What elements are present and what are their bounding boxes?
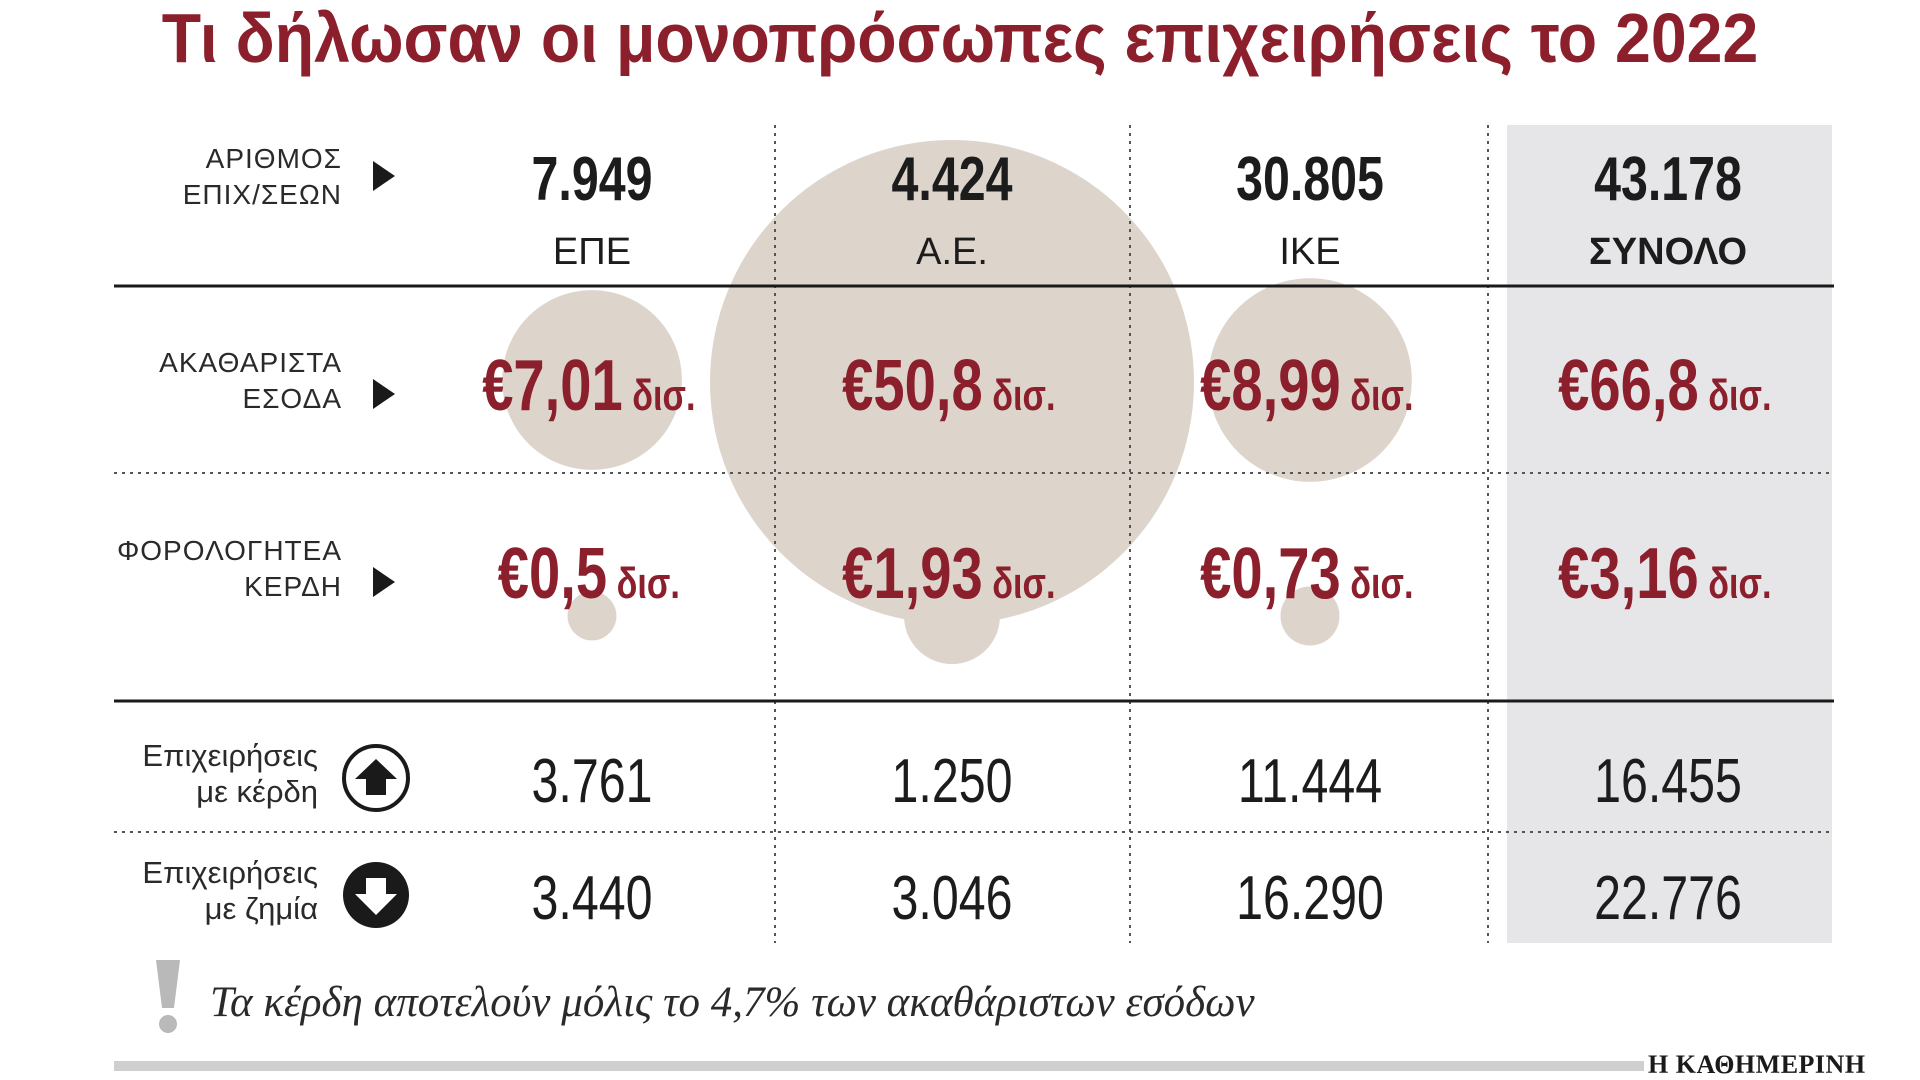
row-label: ΑΡΙΘΜΟΣ — [206, 143, 342, 174]
cell-value: €1,93 δισ. — [842, 533, 1055, 613]
divider — [114, 1061, 1644, 1071]
cell-value: 43.178 — [1594, 144, 1742, 213]
cell-value: €0,5 δισ. — [498, 533, 680, 613]
cell-value: €7,01 δισ. — [482, 345, 695, 425]
row-label: ΦΟΡΟΛΟΓΗΤΕΑ — [117, 535, 342, 566]
column-header: Α.Ε. — [916, 231, 988, 273]
revenue-bubble — [710, 140, 1194, 624]
exclamation-icon — [156, 960, 180, 1033]
revenue-bubble — [502, 290, 682, 470]
triangle-right-icon — [373, 379, 395, 409]
arrow-up-circle-icon — [342, 744, 410, 812]
profit-bubble — [567, 591, 617, 641]
cell-value: €8,99 δισ. — [1200, 345, 1413, 425]
cell-value: 7.949 — [532, 144, 653, 213]
footnote: Τα κέρδη αποτελούν μόλις το 4,7% των ακα… — [210, 979, 1255, 1026]
cell-value: €3,16 δισ. — [1558, 533, 1771, 613]
cell-value: €0,73 δισ. — [1200, 533, 1413, 613]
total-column-bg — [1507, 125, 1832, 943]
cell-value: 16.455 — [1594, 746, 1742, 815]
cell-value: 3.440 — [532, 863, 653, 932]
row-label: με ζημία — [205, 891, 318, 926]
cell-value: €66,8 δισ. — [1558, 345, 1771, 425]
publisher-logo: Η ΚΑΘΗΜΕΡΙΝΗ — [1648, 1050, 1866, 1079]
row-label: Επιχειρήσεις — [142, 855, 318, 890]
row-label: Επιχειρήσεις — [142, 738, 318, 773]
profit-bubble — [1280, 586, 1340, 646]
cell-value: €50,8 δισ. — [842, 345, 1055, 425]
cell-value: 1.250 — [892, 746, 1013, 815]
column-header: ΣΥΝΟΛΟ — [1589, 231, 1747, 273]
row-label: ΑΚΑΘΑΡΙΣΤΑ — [159, 347, 342, 378]
page-title: Τι δήλωσαν οι μονοπρόσωπες επιχειρήσεις … — [161, 0, 1759, 77]
row-label: ΕΠΙΧ/ΣΕΩΝ — [183, 179, 342, 210]
profit-bubble — [904, 568, 1000, 664]
triangle-right-icon — [373, 161, 395, 191]
revenue-bubble — [1208, 278, 1412, 482]
row-label: ΚΕΡΔΗ — [244, 571, 342, 602]
arrow-down-glyph — [355, 878, 397, 915]
cell-value: 16.290 — [1236, 863, 1384, 932]
cell-value: 11.444 — [1238, 746, 1382, 815]
arrow-up-glyph — [355, 759, 397, 795]
cell-value: 4.424 — [892, 144, 1013, 213]
cell-value: 22.776 — [1594, 863, 1742, 932]
triangle-right-icon — [373, 567, 395, 597]
cell-value: 3.761 — [532, 746, 653, 815]
cell-value: 30.805 — [1236, 144, 1384, 213]
row-label: ΕΣΟΔΑ — [242, 383, 342, 414]
cell-value: 3.046 — [892, 863, 1013, 932]
row-label: με κέρδη — [196, 774, 318, 809]
column-header: ΕΠΕ — [553, 231, 631, 273]
column-header: ΙΚΕ — [1279, 231, 1340, 273]
